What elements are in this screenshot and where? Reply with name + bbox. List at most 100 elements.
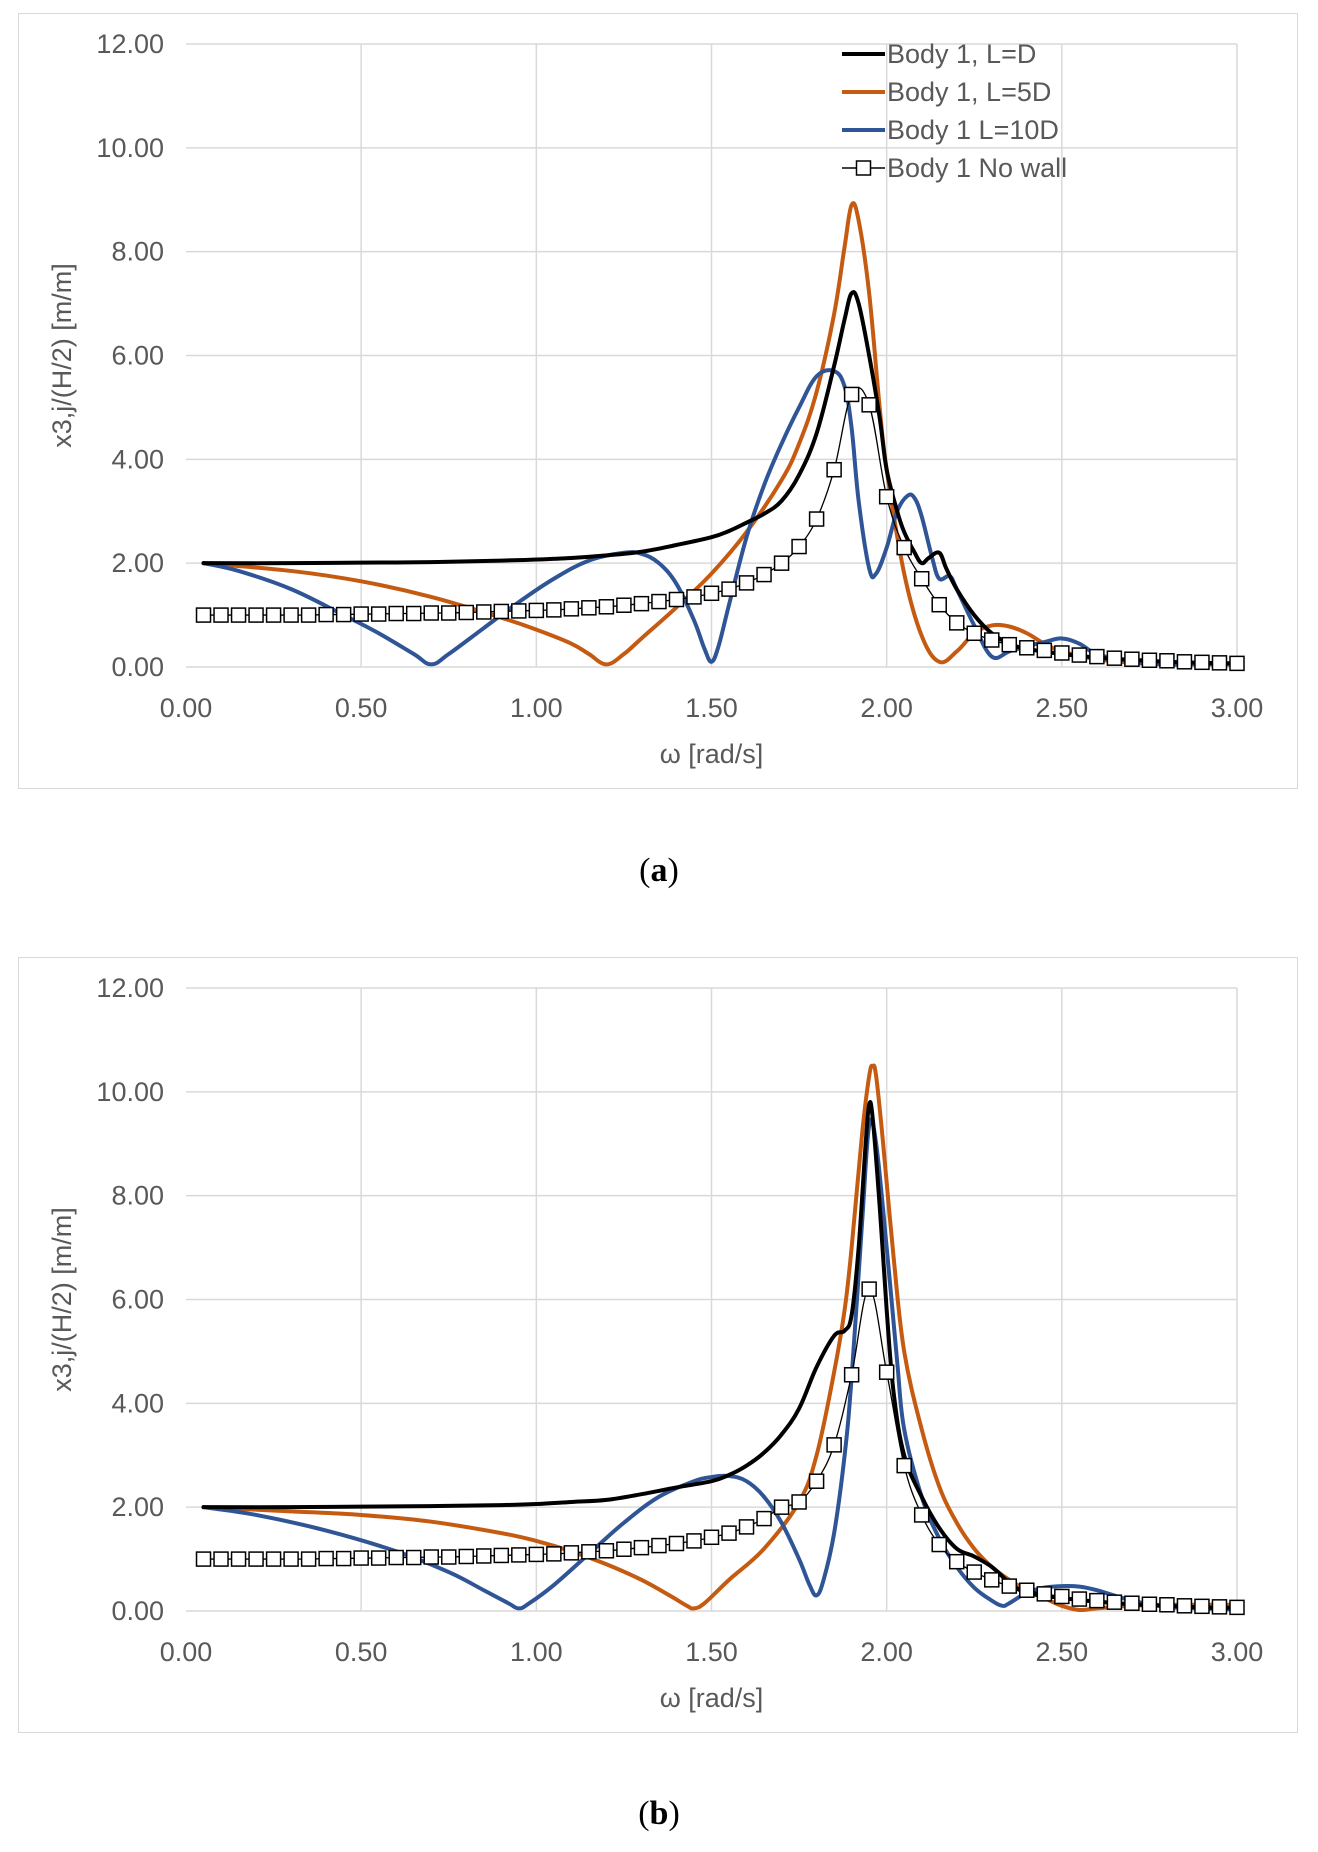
data-point-marker [1159, 1597, 1175, 1613]
data-point-marker [353, 1550, 369, 1566]
data-point-marker [931, 596, 947, 613]
series-line [201, 201, 1239, 667]
data-point-marker [476, 604, 492, 620]
y-tick-label: 6.00 [111, 341, 164, 371]
data-point-marker [686, 589, 702, 605]
caption-b-label: b [649, 1795, 669, 1832]
y-tick-label: 8.00 [111, 237, 164, 267]
data-point-marker [948, 1553, 965, 1570]
data-point-marker [493, 603, 510, 620]
caption-a: (a) [639, 852, 679, 889]
data-point-marker [388, 605, 404, 622]
data-point-marker [476, 1548, 492, 1564]
data-point-marker [213, 607, 229, 623]
legend-label: Body 1, L=5D [887, 77, 1051, 107]
y-tick-label: 12.00 [96, 29, 164, 59]
y-tick-label: 0.00 [111, 652, 164, 682]
data-point-marker [721, 1525, 737, 1541]
data-point-marker [405, 605, 422, 622]
data-point-marker [1229, 1599, 1245, 1616]
data-point-marker [686, 1533, 702, 1549]
data-point-marker [1194, 654, 1210, 671]
data-point-marker [318, 1550, 334, 1567]
data-point-marker [668, 591, 685, 608]
y-tick-label: 2.00 [111, 1492, 164, 1522]
data-point-marker [984, 632, 1000, 648]
data-point-marker [826, 461, 842, 478]
data-point-marker [213, 1551, 229, 1567]
data-point-marker [1124, 1595, 1140, 1611]
data-point-marker [966, 1564, 982, 1580]
data-point-marker [598, 1543, 615, 1559]
data-point-marker [300, 607, 317, 623]
data-point-marker [616, 1541, 632, 1557]
y-tick-label: 8.00 [111, 1181, 164, 1211]
data-point-marker [651, 1537, 667, 1554]
data-point-marker [1054, 1588, 1070, 1605]
legend: Body 1, L=D Body 1, L=5D Body 1 L=10D Body … [842, 39, 1067, 183]
data-point-marker [318, 606, 334, 623]
data-point-marker [528, 602, 545, 619]
data-point-marker [405, 1549, 422, 1566]
data-point-marker [370, 1550, 387, 1566]
series-1 [201, 1063, 1239, 1613]
data-point-marker [808, 1473, 825, 1489]
data-point-marker [843, 386, 860, 403]
data-point-marker [756, 566, 772, 583]
y-tick-label: 0.00 [111, 1596, 164, 1626]
data-point-marker [1176, 1598, 1193, 1614]
data-point-marker [1141, 1596, 1158, 1613]
data-point-marker [300, 1551, 317, 1567]
y-tick-label: 4.00 [111, 1388, 164, 1418]
data-point-marker [598, 599, 615, 615]
data-point-marker [265, 607, 282, 623]
y-tick-label: 12.00 [96, 973, 164, 1003]
legend-label: Body 1, L=D [887, 39, 1036, 69]
data-point-marker [1001, 636, 1018, 653]
data-point-marker [878, 488, 895, 505]
data-point-marker [423, 1549, 439, 1565]
data-point-marker [458, 1548, 475, 1565]
legend-swatch-marker [855, 160, 872, 176]
data-point-marker [738, 575, 755, 591]
data-point-marker [353, 606, 369, 622]
data-point-marker [668, 1535, 685, 1552]
data-point-marker [1036, 1586, 1053, 1602]
data-point-marker [1211, 655, 1228, 671]
data-point-marker [1194, 1598, 1210, 1615]
data-point-marker [896, 1457, 912, 1474]
y-tick-label: 10.00 [96, 133, 164, 163]
legend-label: Body 1 L=10D [887, 115, 1059, 145]
x-tick-label: 0.50 [335, 693, 388, 723]
y-tick-label: 6.00 [111, 1285, 164, 1315]
data-point-marker [948, 615, 965, 631]
data-point-marker [808, 511, 825, 527]
data-point-marker [511, 1547, 527, 1563]
x-axis-title: ω [rad/s] [660, 739, 764, 769]
data-point-marker [931, 1536, 947, 1553]
data-point-marker [546, 602, 562, 618]
data-point-marker [335, 606, 352, 623]
x-tick-label: 1.50 [685, 693, 738, 723]
data-point-marker [633, 595, 650, 612]
chart-a-frame: 0.00 2.00 4.00 6.00 8.00 10.00 12.00 0.00 0.50 1.… [18, 13, 1298, 789]
data-point-marker [791, 538, 807, 555]
x-tick-label: 1.00 [510, 693, 563, 723]
data-point-marker [913, 1507, 930, 1523]
data-point-marker [563, 1545, 580, 1561]
data-point-marker [773, 555, 790, 571]
data-point-marker [1001, 1578, 1018, 1594]
data-point-marker [633, 1539, 650, 1556]
data-point-marker [248, 607, 264, 623]
data-point-marker [1106, 650, 1123, 666]
x-tick-label: 1.00 [510, 1637, 563, 1667]
data-point-marker [1019, 1582, 1035, 1598]
gridlines [186, 987, 1238, 1611]
data-point-marker [1229, 655, 1245, 672]
data-point-marker [441, 605, 457, 621]
data-point-marker [966, 625, 982, 642]
data-point-marker [721, 581, 737, 597]
data-point-marker [756, 1510, 772, 1527]
data-point-marker [861, 397, 877, 413]
series-line [201, 1100, 1239, 1610]
